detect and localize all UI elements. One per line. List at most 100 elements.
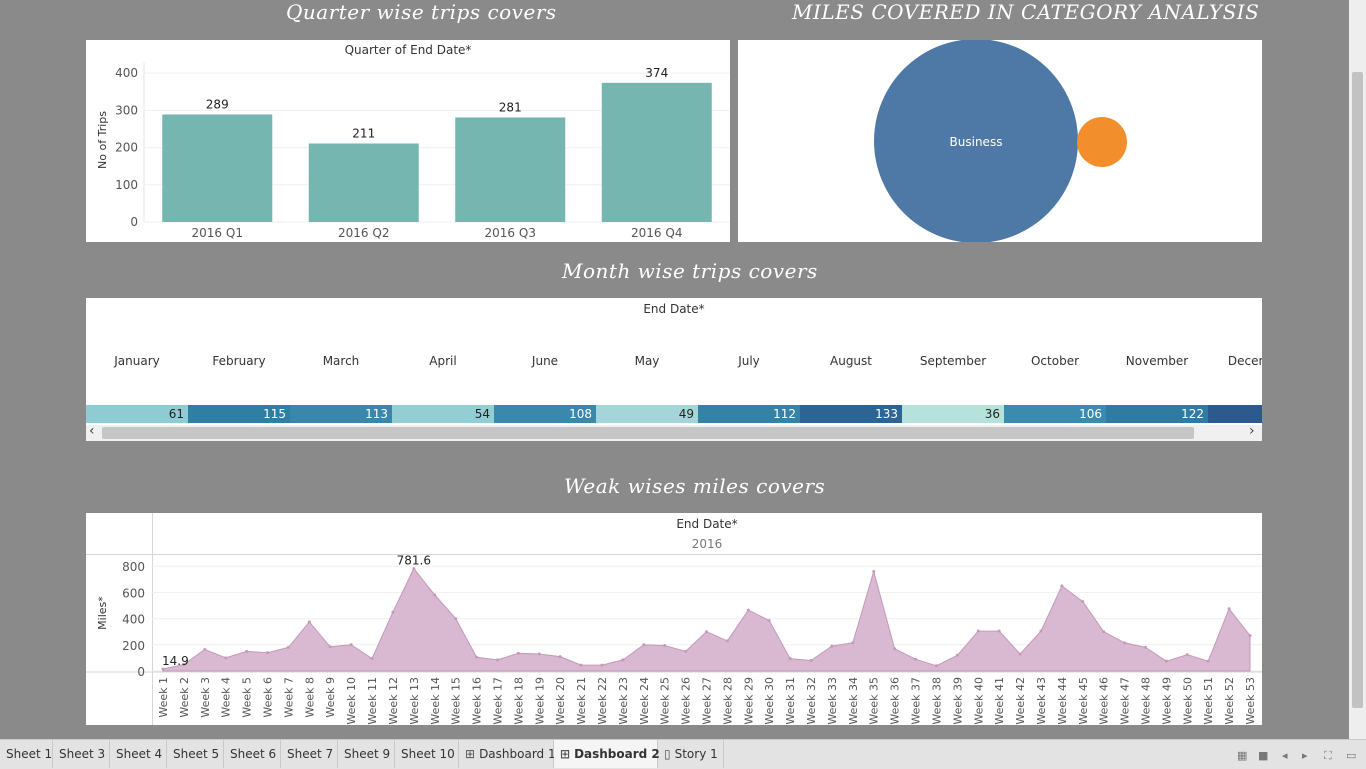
week-data-point[interactable] xyxy=(224,656,228,660)
scroll-left-arrow-icon[interactable]: ‹ xyxy=(89,423,95,439)
week-data-point[interactable] xyxy=(1060,584,1064,588)
tab-dashboard-2[interactable]: ⊞ Dashboard 2 xyxy=(554,740,660,768)
week-data-point[interactable] xyxy=(1185,653,1189,657)
week-data-point[interactable] xyxy=(328,645,332,649)
tab-sheet-1[interactable]: Sheet 1 xyxy=(0,740,53,768)
week-data-point[interactable] xyxy=(1039,629,1043,633)
show-tabs-icon[interactable]: ■ xyxy=(1258,749,1269,762)
week-data-point[interactable] xyxy=(997,629,1001,633)
week-data-point[interactable] xyxy=(914,657,918,661)
other-category-bubble[interactable] xyxy=(1077,117,1127,167)
week-data-point[interactable] xyxy=(1206,659,1210,663)
business-bubble[interactable] xyxy=(874,40,1078,242)
week-data-point[interactable] xyxy=(412,567,416,571)
week-data-point[interactable] xyxy=(705,630,708,634)
week-data-point[interactable] xyxy=(454,617,458,621)
tab-story-1[interactable]: ▯ Story 1 xyxy=(658,740,724,768)
week-x-tick: Week 53 xyxy=(1244,677,1257,725)
week-data-point[interactable] xyxy=(1143,645,1147,649)
week-data-point[interactable] xyxy=(433,593,437,597)
week-data-point[interactable] xyxy=(642,643,646,647)
week-data-point[interactable] xyxy=(830,644,834,648)
week-data-point[interactable] xyxy=(161,667,165,671)
month-value-cell[interactable]: 112 xyxy=(698,405,800,423)
week-data-point[interactable] xyxy=(725,639,729,643)
week-data-point[interactable] xyxy=(934,664,938,668)
week-data-point[interactable] xyxy=(809,659,813,663)
tab-sheet-3[interactable]: Sheet 3 xyxy=(53,740,110,768)
week-data-point[interactable] xyxy=(621,658,625,662)
week-data-point[interactable] xyxy=(1102,630,1106,634)
month-value-cell[interactable]: 133 xyxy=(800,405,902,423)
week-data-point[interactable] xyxy=(516,651,520,655)
tab-label: Sheet 5 xyxy=(173,747,220,761)
week-data-point[interactable] xyxy=(663,643,667,647)
week-data-point[interactable] xyxy=(767,619,771,623)
month-value-cell[interactable]: 54 xyxy=(392,405,494,423)
week-data-point[interactable] xyxy=(684,649,688,653)
month-value-cell[interactable]: 49 xyxy=(596,405,698,423)
week-data-point[interactable] xyxy=(893,647,897,651)
week-data-point[interactable] xyxy=(537,652,541,656)
previous-sheet-icon[interactable]: ◂ xyxy=(1282,749,1288,762)
scroll-right-arrow-icon[interactable]: › xyxy=(1249,423,1255,439)
month-value-cell[interactable]: 113 xyxy=(290,405,392,423)
week-data-point[interactable] xyxy=(495,658,499,662)
tab-sheet-6[interactable]: Sheet 6 xyxy=(224,740,281,768)
month-value-cell[interactable]: 115 xyxy=(188,405,290,423)
week-data-point[interactable] xyxy=(1164,659,1168,663)
week-miles-area[interactable] xyxy=(162,567,1251,672)
week-data-point[interactable] xyxy=(558,655,562,659)
week-data-point[interactable] xyxy=(349,643,353,647)
show-filmstrip-icon[interactable]: ▦ xyxy=(1237,749,1248,762)
week-data-point[interactable] xyxy=(203,647,207,651)
tab-sheet-9[interactable]: Sheet 9 xyxy=(338,740,395,768)
week-x-tick: Week 52 xyxy=(1223,677,1236,725)
fullscreen-icon[interactable]: ⛶ xyxy=(1324,749,1332,762)
week-x-tick: Week 40 xyxy=(972,677,985,725)
week-data-point[interactable] xyxy=(286,645,290,649)
week-data-point[interactable] xyxy=(976,629,980,633)
vertical-scrollbar-thumb[interactable] xyxy=(1352,72,1363,708)
tab-sheet-4[interactable]: Sheet 4 xyxy=(110,740,167,768)
week-data-point[interactable] xyxy=(1018,652,1022,656)
tab-sheet-5[interactable]: Sheet 5 xyxy=(167,740,224,768)
week-data-point[interactable] xyxy=(1081,600,1085,604)
week-x-tick: Week 41 xyxy=(993,677,1006,725)
quarter-bar[interactable] xyxy=(601,82,712,222)
week-data-point[interactable] xyxy=(746,608,750,612)
quarter-chart-header: Quarter of End Date* xyxy=(344,43,472,57)
tab-dashboard-1[interactable]: ⊞ Dashboard 1 xyxy=(459,740,556,768)
week-data-point[interactable] xyxy=(872,569,876,573)
horizontal-scrollbar[interactable]: ‹ › xyxy=(86,423,1262,441)
horizontal-scrollbar-thumb[interactable] xyxy=(102,427,1194,439)
tab-sheet-7[interactable]: Sheet 7 xyxy=(281,740,338,768)
week-data-point[interactable] xyxy=(579,663,583,667)
week-data-point[interactable] xyxy=(245,649,249,653)
month-value-cell[interactable]: 106 xyxy=(1004,405,1106,423)
week-data-point[interactable] xyxy=(1248,634,1252,638)
month-value-cell[interactable]: 36 xyxy=(902,405,1004,423)
week-data-point[interactable] xyxy=(955,653,959,657)
week-data-point[interactable] xyxy=(1227,607,1231,611)
week-data-point[interactable] xyxy=(391,610,395,614)
quarter-bar[interactable] xyxy=(308,143,419,222)
tab-sheet-10[interactable]: Sheet 10 xyxy=(395,740,459,768)
month-value-cell[interactable] xyxy=(1208,405,1262,423)
week-data-point[interactable] xyxy=(788,657,792,661)
presentation-mode-icon[interactable]: ▭ xyxy=(1346,749,1357,762)
quarter-bar[interactable] xyxy=(455,117,566,222)
week-data-point[interactable] xyxy=(851,641,855,645)
week-data-point[interactable] xyxy=(182,662,186,666)
quarter-bar[interactable] xyxy=(162,114,273,222)
next-sheet-icon[interactable]: ▸ xyxy=(1302,749,1308,762)
week-data-point[interactable] xyxy=(370,657,374,661)
week-data-point[interactable] xyxy=(307,620,311,624)
week-data-point[interactable] xyxy=(1123,641,1127,645)
week-data-point[interactable] xyxy=(266,651,270,655)
month-value-cell[interactable]: 122 xyxy=(1106,405,1208,423)
week-data-point[interactable] xyxy=(600,663,604,667)
month-value-cell[interactable]: 108 xyxy=(494,405,596,423)
month-value-cell[interactable]: 61 xyxy=(86,405,188,423)
week-data-point[interactable] xyxy=(475,655,479,659)
